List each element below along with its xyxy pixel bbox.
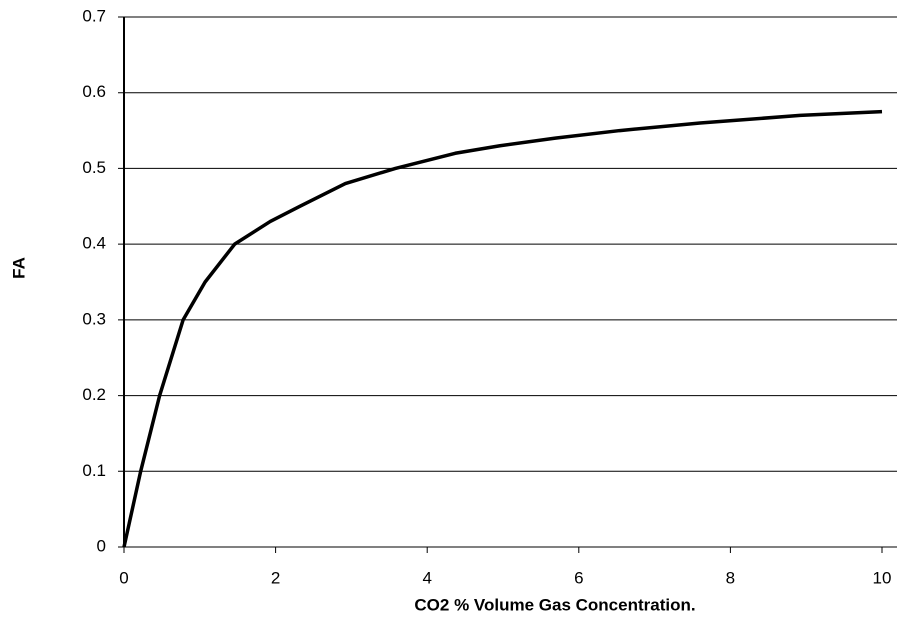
y-tick-label: 0.2 bbox=[82, 385, 106, 404]
x-tick-label: 8 bbox=[726, 568, 735, 587]
y-tick-label: 0 bbox=[97, 536, 106, 555]
y-tick-label: 0.5 bbox=[82, 158, 106, 177]
y-tick-label: 0.3 bbox=[82, 309, 106, 328]
y-tick-label: 0.7 bbox=[82, 6, 106, 25]
data-line bbox=[122, 109, 883, 548]
y-tick-label: 0.1 bbox=[82, 461, 106, 480]
y-axis-label: FA bbox=[9, 257, 28, 279]
x-tick-label: 6 bbox=[574, 568, 583, 587]
y-tick-label: 0.4 bbox=[82, 234, 106, 253]
x-axis-label: CO2 % Volume Gas Concentration. bbox=[414, 595, 695, 614]
x-tick-label: 2 bbox=[271, 568, 280, 587]
x-tick-label: 4 bbox=[422, 568, 431, 587]
y-tick-label: 0.6 bbox=[82, 82, 106, 101]
x-tick-label: 0 bbox=[119, 568, 128, 587]
x-tick-label: 10 bbox=[873, 568, 892, 587]
